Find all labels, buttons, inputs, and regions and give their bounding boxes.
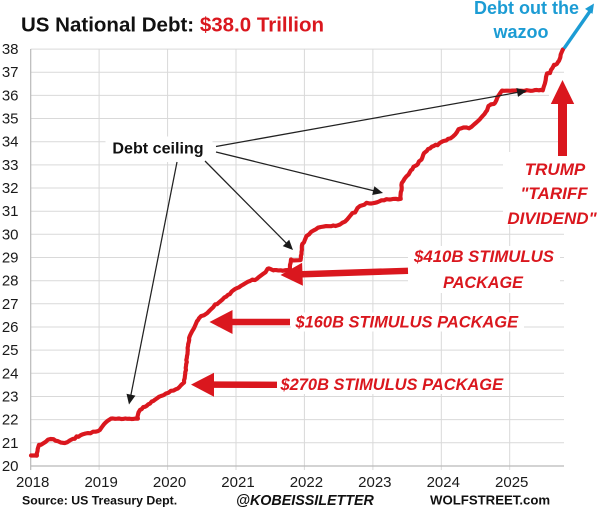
- svg-text:21: 21: [2, 435, 19, 452]
- svg-text:Source: US Treasury Dept.: Source: US Treasury Dept.: [22, 494, 177, 508]
- svg-text:31: 31: [2, 203, 19, 220]
- svg-text:Debt ceiling: Debt ceiling: [112, 140, 203, 158]
- svg-text:2018: 2018: [16, 474, 49, 491]
- svg-text:2022: 2022: [290, 474, 323, 491]
- svg-text:30: 30: [2, 226, 19, 243]
- svg-text:32: 32: [2, 180, 19, 197]
- svg-text:2023: 2023: [358, 474, 391, 491]
- svg-text:$270B STIMULUS PACKAGE: $270B STIMULUS PACKAGE: [280, 376, 505, 394]
- svg-text:23: 23: [2, 388, 19, 405]
- svg-text:26: 26: [2, 319, 19, 336]
- svg-text:2019: 2019: [84, 474, 117, 491]
- svg-text:DIVIDEND": DIVIDEND": [507, 209, 597, 228]
- svg-text:2020: 2020: [153, 474, 186, 491]
- svg-text:24: 24: [2, 365, 19, 382]
- svg-text:US National Debt: $38.0 Trilli: US National Debt: $38.0 Trillion: [21, 14, 324, 37]
- svg-text:$160B STIMULUS PACKAGE: $160B STIMULUS PACKAGE: [295, 314, 520, 332]
- svg-text:22: 22: [2, 412, 19, 429]
- svg-text:37: 37: [2, 64, 19, 81]
- svg-text:Debt out the: Debt out the: [474, 0, 579, 18]
- svg-text:35: 35: [2, 111, 19, 128]
- svg-text:TRUMP: TRUMP: [525, 160, 586, 179]
- svg-text:2025: 2025: [495, 474, 528, 491]
- svg-text:$410B STIMULUS: $410B STIMULUS: [413, 247, 555, 266]
- svg-text:wazoo: wazoo: [492, 22, 548, 42]
- svg-text:PACKAGE: PACKAGE: [443, 274, 524, 292]
- svg-text:2024: 2024: [427, 474, 460, 491]
- svg-text:33: 33: [2, 157, 19, 174]
- svg-text:WOLFSTREET.com: WOLFSTREET.com: [430, 493, 550, 508]
- svg-text:2021: 2021: [221, 474, 254, 491]
- svg-text:36: 36: [2, 87, 19, 104]
- svg-text:"TARIFF: "TARIFF: [520, 184, 588, 203]
- svg-text:20: 20: [2, 458, 19, 475]
- svg-text:25: 25: [2, 342, 19, 359]
- svg-text:38: 38: [2, 41, 19, 58]
- svg-text:34: 34: [2, 134, 19, 151]
- svg-text:@KOBEISSILETTER: @KOBEISSILETTER: [236, 493, 375, 509]
- svg-text:28: 28: [2, 273, 19, 290]
- svg-text:27: 27: [2, 296, 19, 313]
- svg-text:29: 29: [2, 250, 19, 267]
